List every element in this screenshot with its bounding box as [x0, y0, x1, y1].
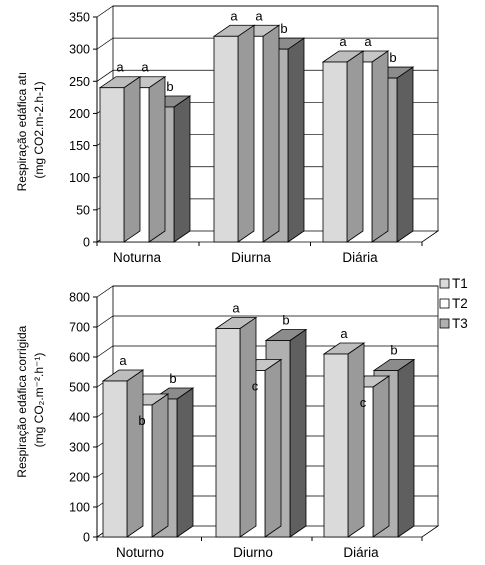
data-label-t1-1: a: [232, 301, 240, 316]
data-label-t3-2: b: [389, 50, 396, 65]
y-tick-label: 300: [69, 43, 90, 57]
chart2-y-axis-title: Respiração edáfica corrigida (mg CO₂.m⁻²…: [15, 322, 46, 477]
chart2-data-labels: b b a b c a b c a: [119, 301, 397, 429]
y-tick-label: 500: [69, 381, 90, 395]
data-label-t3-1: b: [282, 313, 289, 328]
gridline: [96, 315, 438, 328]
y-tick-label: 200: [69, 471, 90, 485]
chart1-y-title-line2: (mg CO2.m-2.h-1): [32, 81, 46, 178]
y-tick-label: 800: [69, 291, 90, 305]
bar-t1-1: [212, 24, 256, 243]
y-tick-label: 350: [69, 11, 90, 25]
category-label: Diurna: [231, 250, 271, 265]
gridline: [96, 285, 438, 298]
bar-t1-2: [322, 342, 366, 538]
chart2-y-title-line1: Respiração edáfica corrigida: [15, 325, 29, 477]
chart2-y-axis: 0 100 200 300 400 500 600 700 800: [69, 291, 423, 545]
chart2-y-title-line2: (mg CO₂.m⁻².h⁻¹): [32, 353, 46, 448]
bar-t1-0: [101, 369, 145, 538]
data-label-t2-2: c: [360, 395, 367, 410]
legend-label-t2: T2: [452, 296, 468, 311]
data-label-t2-1: a: [255, 8, 263, 23]
gridline: [96, 345, 438, 358]
bar-t1-2: [321, 50, 365, 243]
y-tick-label: 100: [69, 501, 90, 515]
legend-item-t1: T1: [439, 276, 468, 291]
legend-label-t3: T3: [452, 316, 468, 331]
y-tick-label: 150: [69, 139, 90, 153]
category-label: Diurno: [233, 545, 273, 560]
category-label: Diária: [343, 545, 379, 560]
legend-item-t3: T3: [439, 316, 468, 331]
y-tick-label: 0: [83, 236, 90, 250]
category-label: Diária: [342, 250, 378, 265]
category-label: Noturno: [116, 545, 164, 560]
data-label-t1-2: a: [340, 326, 348, 341]
data-label-t3-0: b: [169, 371, 176, 386]
data-label-t3-0: b: [166, 79, 173, 94]
bar-t1-0: [98, 75, 142, 243]
data-label-t1-0: a: [116, 60, 124, 75]
chart1-y-axis: 0 50 100 150 200 250 300 350: [69, 11, 423, 250]
y-tick-label: 100: [69, 171, 90, 185]
data-label-t3-2: b: [390, 343, 397, 358]
data-label-t1-2: a: [339, 34, 347, 49]
data-label-t2-0: a: [141, 60, 149, 75]
y-tick-label: 700: [69, 321, 90, 335]
data-label-t2-2: a: [364, 34, 372, 49]
legend-swatch-t2: [439, 298, 450, 309]
legend-swatch-t3: [439, 318, 450, 329]
bar-t1-1: [214, 316, 258, 538]
chart-soil-respiration-corrected: 0 100 200 300 400 500 600 700 800 b b a b c a b c a Notu…: [15, 285, 440, 560]
y-tick-label: 0: [83, 531, 90, 545]
y-tick-label: 300: [69, 441, 90, 455]
chart1-y-axis-title: Respiração edáfica atı (mg CO2.m-2.h-1): [15, 69, 46, 192]
gridline: [96, 37, 438, 50]
chart1-data-labels: b a a b a a b a a: [116, 8, 396, 94]
data-label-t2-1: c: [252, 379, 259, 394]
y-tick-label: 200: [69, 107, 90, 121]
chart2-bars: [101, 316, 416, 538]
data-label-t3-1: b: [280, 21, 287, 36]
category-label: Noturna: [113, 250, 162, 265]
legend-label-t1: T1: [452, 276, 468, 291]
legend: T1 T2 T3: [439, 276, 468, 331]
data-label-t2-0: b: [138, 413, 145, 428]
chart1-bars: [98, 24, 415, 243]
y-tick-label: 400: [69, 411, 90, 425]
data-label-t1-1: a: [230, 8, 238, 23]
y-tick-label: 250: [69, 75, 90, 89]
chart2-category-labels: Noturno Diurno Diária: [116, 545, 379, 560]
data-label-t1-0: a: [119, 353, 127, 368]
legend-item-t2: T2: [439, 296, 468, 311]
gridline: [96, 5, 438, 18]
legend-swatch-t1: [439, 278, 450, 289]
y-tick-label: 50: [76, 203, 90, 217]
y-tick-label: 600: [69, 351, 90, 365]
chart1-category-labels: Noturna Diurna Diária: [113, 250, 378, 265]
chart-soil-respiration-actual: 0 50 100 150 200 250 300 350 b a a b a a b a a Noturna D…: [15, 5, 440, 265]
chart1-y-title-line1: Respiração edáfica atı: [15, 72, 29, 191]
